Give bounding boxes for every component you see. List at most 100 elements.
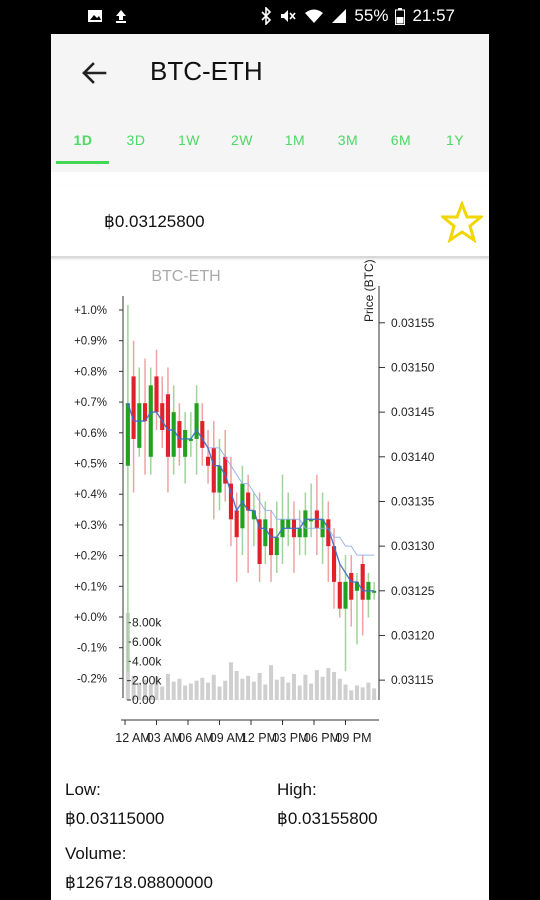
volume-bar xyxy=(240,678,245,700)
volume-bar xyxy=(303,674,308,700)
tab-1w[interactable]: 1W xyxy=(178,132,200,148)
volume-bar xyxy=(326,668,331,700)
back-arrow-icon[interactable] xyxy=(79,58,109,88)
percent-tick-label: +0.2% xyxy=(74,551,107,563)
candle-body xyxy=(223,456,228,484)
candle-body xyxy=(354,581,360,591)
volume-bar xyxy=(131,675,136,700)
candle-body xyxy=(337,581,342,609)
volume-label: Volume: xyxy=(65,844,127,863)
price-tick-label: 0.03130 xyxy=(391,539,435,553)
volume-bar xyxy=(154,676,159,700)
volume-bar xyxy=(183,685,188,700)
volume-bar xyxy=(274,679,279,700)
time-tick-label: 03 AM xyxy=(147,731,182,745)
percent-tick-label: +1.0% xyxy=(74,305,107,317)
percent-tick-label: +0.1% xyxy=(74,581,107,593)
candle-body xyxy=(131,376,136,439)
mute-icon xyxy=(281,10,297,22)
candle-body xyxy=(200,421,205,448)
volume-bar xyxy=(257,672,262,700)
volume-bar xyxy=(143,679,148,700)
tab-3d[interactable]: 3D xyxy=(126,132,146,148)
high-stat: High: ฿0.03155800 xyxy=(277,780,378,829)
candle-body xyxy=(268,528,274,556)
volume-bar xyxy=(160,686,165,700)
price-tick-label: 0.03120 xyxy=(391,628,435,642)
low-label: Low: xyxy=(65,780,101,799)
volume-bar xyxy=(194,680,199,700)
percent-tick-label: -0.2% xyxy=(77,673,107,685)
volume-bar xyxy=(309,683,314,700)
percent-tick-label: +0.0% xyxy=(74,612,107,624)
candle-body xyxy=(142,403,148,422)
price-tick-label: 0.03150 xyxy=(391,360,435,374)
volume-bar xyxy=(188,683,193,700)
candle-body xyxy=(211,447,216,493)
upload-notification-icon xyxy=(116,10,126,23)
tab-1y[interactable]: 1Y xyxy=(445,132,465,148)
volume-bar xyxy=(206,682,211,700)
candlestick-chart[interactable]: BTC-ETH Price (BTC) 0.03155 0.03150 0.03145 0… xyxy=(51,258,489,758)
time-tick-label: 06 PM xyxy=(304,731,340,745)
volume-tick-label: 8.00k xyxy=(132,616,162,630)
price-axis-label: Price (BTC) xyxy=(362,259,376,322)
volume-stat: Volume: ฿126718.08800000 xyxy=(65,844,213,893)
tab-2w[interactable]: 2W xyxy=(231,132,253,148)
low-value: ฿0.03115000 xyxy=(65,809,165,828)
volume-bar xyxy=(372,688,377,700)
candle-body xyxy=(326,519,331,547)
candle-body xyxy=(257,519,262,564)
app-screen: 55% 21:57 BTC-ETH 1D 3D 1W 2W 1M 3M 6M 1Y ฿0.03… xyxy=(51,0,489,900)
volume-bar xyxy=(211,674,216,700)
volume-bar xyxy=(354,685,359,700)
candle-body xyxy=(194,403,199,439)
volume-bar xyxy=(366,682,371,700)
candle-body xyxy=(331,546,337,582)
candle-body xyxy=(303,510,308,538)
candle-body xyxy=(217,465,222,493)
volume-tick-label: 4.00k xyxy=(132,654,162,668)
percent-tick-label: +0.6% xyxy=(74,428,107,440)
candle-body xyxy=(205,456,211,466)
tab-1m[interactable]: 1M xyxy=(284,132,306,148)
star-outline-icon[interactable] xyxy=(441,201,483,243)
price-tick-label: 0.03125 xyxy=(391,584,435,598)
bluetooth-icon xyxy=(261,7,272,25)
volume-bar xyxy=(297,685,302,700)
candle-body xyxy=(154,376,159,413)
candle-body xyxy=(349,572,354,600)
ma-slow-line xyxy=(208,447,375,556)
price-tick-label: 0.03145 xyxy=(391,405,435,419)
volume-bar xyxy=(343,684,348,700)
battery-percent: 55% xyxy=(354,6,389,25)
high-label: High: xyxy=(277,780,317,799)
volume-bar xyxy=(148,684,153,700)
candle-body xyxy=(297,528,302,538)
percent-tick-label: +0.8% xyxy=(74,366,107,378)
tab-6m[interactable]: 6M xyxy=(390,132,412,148)
tab-1d[interactable]: 1D xyxy=(73,132,93,148)
percent-tick-label: +0.3% xyxy=(74,520,107,532)
volume-tick-label: 2.00k xyxy=(132,674,162,688)
candle-body xyxy=(137,403,142,448)
percent-tick-label: +0.9% xyxy=(74,336,107,348)
chart-title: BTC-ETH xyxy=(151,268,220,285)
volume-bar xyxy=(251,681,256,700)
percent-tick-label: +0.5% xyxy=(74,459,107,471)
candle-body xyxy=(343,581,348,609)
volume-bar xyxy=(200,677,205,700)
time-tick-label: 06 AM xyxy=(178,731,213,745)
candle-body xyxy=(372,590,377,593)
candle-body xyxy=(274,537,279,556)
price-header: ฿0.03125800 xyxy=(51,186,489,258)
right-letterbox xyxy=(489,0,540,900)
volume-bar xyxy=(246,675,251,700)
volume-bar xyxy=(286,682,291,700)
volume-bar xyxy=(228,662,233,700)
wifi-icon xyxy=(305,9,324,23)
low-stat: Low: ฿0.03115000 xyxy=(65,780,164,829)
volume-bar xyxy=(360,687,365,700)
tab-3m[interactable]: 3M xyxy=(337,132,359,148)
ma-fast-line xyxy=(127,402,375,592)
